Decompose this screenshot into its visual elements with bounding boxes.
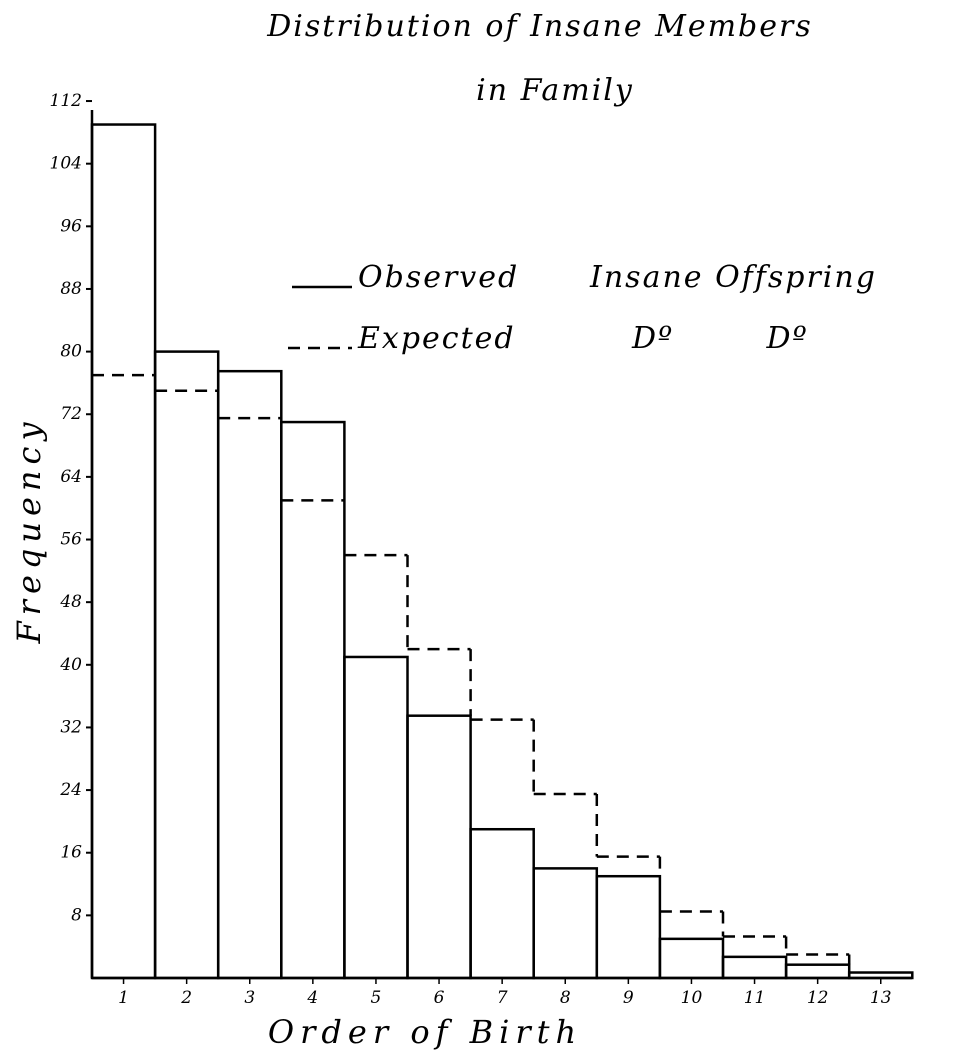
y-tick-label: 32 bbox=[60, 717, 82, 737]
x-tick-label: 5 bbox=[371, 988, 382, 1008]
x-tick-label: 2 bbox=[180, 988, 192, 1008]
legend-observed-label: Observed bbox=[358, 260, 519, 295]
y-tick-label: 88 bbox=[60, 279, 82, 299]
x-tick-label: 10 bbox=[681, 988, 703, 1008]
x-axis-ticks: 1 2 3 4 5 6 7 8 9 10 11 12 13 bbox=[118, 978, 892, 1008]
x-tick-label: 6 bbox=[434, 988, 445, 1008]
observed-bar bbox=[784, 963, 851, 980]
x-tick-label: 9 bbox=[623, 988, 634, 1008]
x-tick-label: 1 bbox=[118, 988, 129, 1008]
x-tick-label: 8 bbox=[560, 988, 571, 1008]
observed-bar bbox=[532, 867, 599, 980]
observed-bar bbox=[721, 955, 788, 980]
x-tick-label: 4 bbox=[306, 988, 318, 1008]
y-tick-label: 72 bbox=[60, 404, 82, 424]
chart-subtitle: in Family bbox=[476, 73, 634, 108]
legend: Observed Insane Offspring Expected Dº Dº bbox=[288, 260, 877, 356]
y-tick-label: 8 bbox=[71, 905, 82, 925]
legend-observed-rest: Insane Offspring bbox=[589, 260, 877, 295]
y-tick-label: 24 bbox=[59, 780, 82, 800]
chart-title: Distribution of Insane Members bbox=[266, 9, 813, 44]
legend-expected-label: Expected bbox=[357, 321, 516, 356]
observed-bar bbox=[90, 123, 157, 980]
x-tick-label: 7 bbox=[497, 988, 508, 1008]
observed-bar bbox=[406, 714, 472, 980]
observed-bar bbox=[153, 350, 220, 980]
y-axis-ticks: 8 16 24 32 40 48 56 64 72 80 88 96 104 112 bbox=[50, 91, 92, 925]
y-tick-label: 56 bbox=[60, 530, 82, 550]
legend-expected-rest: Dº Dº bbox=[631, 321, 809, 356]
y-tick-label: 64 bbox=[60, 467, 82, 487]
observed-bar bbox=[280, 420, 346, 980]
observed-bar bbox=[216, 369, 283, 980]
y-tick-label: 16 bbox=[60, 843, 82, 863]
y-tick-label: 40 bbox=[59, 655, 82, 675]
observed-bar bbox=[658, 937, 725, 980]
y-tick-label: 48 bbox=[59, 592, 82, 612]
observed-bar bbox=[343, 655, 409, 980]
y-tick-label: 104 bbox=[50, 154, 82, 174]
x-tick-label: 3 bbox=[244, 988, 255, 1008]
observed-series bbox=[90, 123, 914, 980]
x-tick-label: 12 bbox=[807, 988, 829, 1008]
observed-bar bbox=[847, 971, 914, 980]
observed-bar bbox=[469, 827, 535, 980]
x-tick-label: 11 bbox=[744, 988, 766, 1008]
y-tick-label: 80 bbox=[60, 342, 82, 362]
x-axis-title: Order of Birth bbox=[268, 1013, 582, 1051]
observed-bar bbox=[595, 874, 662, 980]
x-tick-label: 13 bbox=[870, 988, 892, 1008]
y-axis-title: Frequency bbox=[10, 416, 48, 644]
expected-series bbox=[92, 373, 851, 965]
y-tick-label: 96 bbox=[60, 216, 82, 236]
y-tick-label: 112 bbox=[50, 91, 82, 111]
